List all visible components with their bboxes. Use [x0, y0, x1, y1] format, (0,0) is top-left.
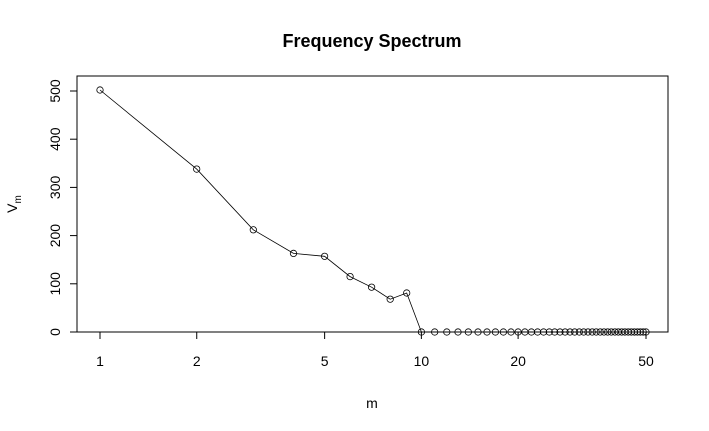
- data-point: [592, 328, 600, 336]
- data-point: [580, 328, 588, 336]
- data-point: [607, 328, 615, 336]
- data-point: [642, 328, 650, 336]
- y-axis-label-subscript: m: [13, 195, 24, 203]
- data-point: [193, 165, 201, 173]
- data-point: [604, 328, 612, 336]
- x-tick-label: 20: [510, 353, 526, 369]
- y-tick-label: 400: [47, 127, 63, 151]
- data-point: [584, 328, 592, 336]
- data-point: [539, 328, 548, 336]
- x-axis-label: m: [366, 395, 378, 411]
- data-point: [464, 328, 472, 336]
- data-point: [588, 328, 596, 336]
- plot-frame: [76, 75, 669, 333]
- data-point: [639, 328, 647, 336]
- data-point: [556, 328, 564, 336]
- data-point: [443, 328, 451, 336]
- data-point: [545, 328, 553, 336]
- x-tick-label: 2: [193, 353, 201, 369]
- x-tick-label: 5: [321, 353, 329, 369]
- y-tick-label: 300: [47, 176, 63, 200]
- x-tick-label: 1: [96, 353, 104, 369]
- data-point: [566, 328, 574, 336]
- data-point: [499, 328, 507, 336]
- x-tick-label: 10: [414, 353, 430, 369]
- series-line: [99, 89, 646, 333]
- data-point: [417, 328, 425, 336]
- y-axis-label-group: Vm: [4, 195, 24, 213]
- data-point: [386, 295, 394, 303]
- y-axis: 0 100 200 300 400 500: [47, 79, 78, 336]
- data-series: [96, 86, 650, 336]
- data-point: [403, 289, 411, 297]
- data-point: [491, 328, 499, 336]
- data-point: [249, 226, 257, 234]
- data-point: [289, 249, 298, 257]
- data-point: [96, 86, 104, 94]
- data-point: [454, 328, 462, 336]
- data-point: [633, 328, 642, 336]
- data-point: [514, 328, 522, 336]
- data-point: [474, 328, 482, 336]
- data-point: [367, 283, 376, 291]
- data-point: [600, 328, 608, 336]
- data-point: [575, 328, 583, 336]
- x-tick-label: 50: [638, 353, 654, 369]
- data-point: [571, 328, 579, 336]
- y-axis-label-main: V: [4, 203, 20, 213]
- chart-title: Frequency Spectrum: [282, 31, 461, 51]
- data-point: [346, 272, 354, 281]
- data-point: [636, 328, 644, 336]
- data-point: [551, 328, 559, 336]
- y-axis-label: Vm: [4, 195, 24, 213]
- y-tick-label: 500: [47, 79, 63, 103]
- data-point: [596, 328, 604, 336]
- data-point: [320, 252, 329, 260]
- y-tick-label: 100: [47, 272, 63, 296]
- data-point: [533, 328, 542, 336]
- y-tick-label: 0: [47, 328, 63, 336]
- data-point: [630, 328, 639, 336]
- data-point: [431, 328, 439, 336]
- data-point: [507, 328, 515, 336]
- data-point: [561, 328, 569, 336]
- y-tick-label: 200: [47, 224, 63, 248]
- data-point: [483, 328, 491, 336]
- x-axis: 1 2 5 10 20 50: [96, 331, 654, 369]
